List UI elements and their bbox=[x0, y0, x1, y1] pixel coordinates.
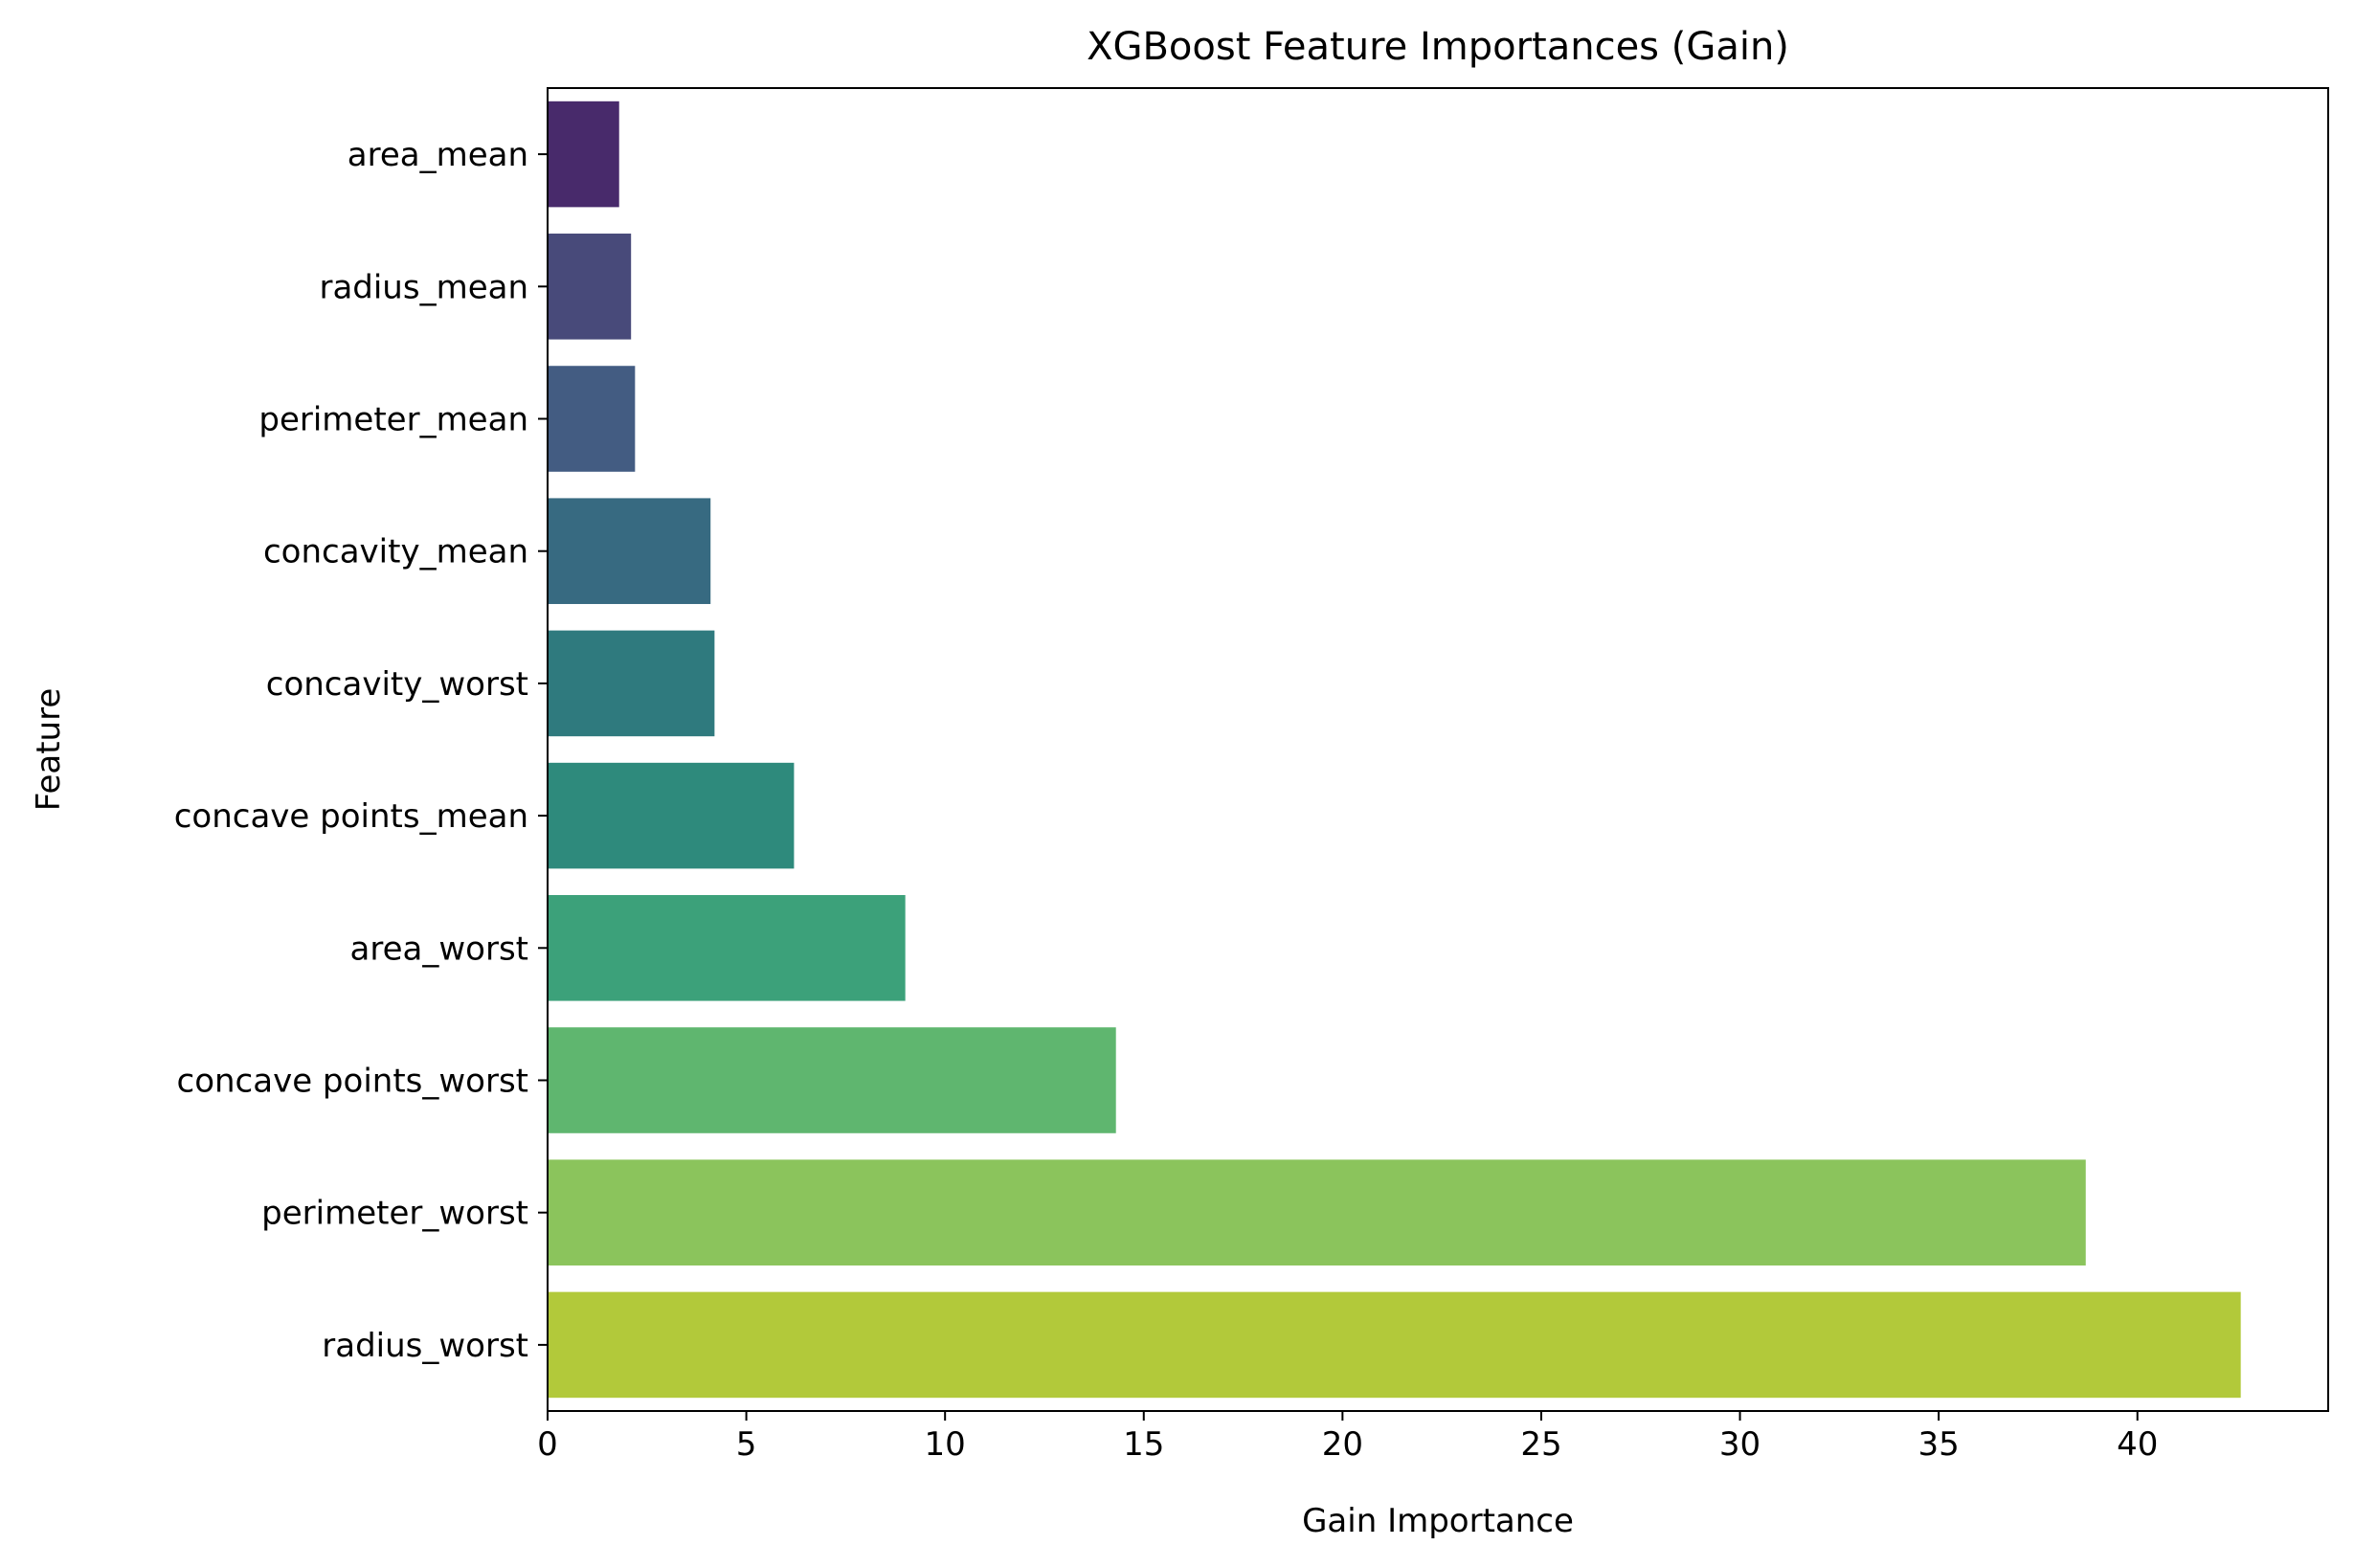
bar-concave-points-mean bbox=[548, 762, 795, 869]
bar-area-mean bbox=[548, 101, 619, 208]
plot-frame bbox=[547, 87, 2329, 1412]
bar-concave-points-worst bbox=[548, 1027, 1116, 1133]
bar-perimeter-worst bbox=[548, 1159, 2086, 1266]
x-tick-label: 5 bbox=[736, 1425, 757, 1464]
x-tick-label: 0 bbox=[537, 1425, 558, 1464]
x-tick-label: 40 bbox=[2117, 1425, 2158, 1464]
bar-area-worst bbox=[548, 895, 906, 1001]
bar-concavity-worst bbox=[548, 630, 715, 737]
y-tick-label: area_mean bbox=[348, 136, 528, 174]
y-tick-label: concavity_mean bbox=[263, 533, 528, 571]
x-tick-label: 35 bbox=[1918, 1425, 1959, 1464]
y-tick-label: area_worst bbox=[350, 930, 528, 968]
y-axis-label: Feature bbox=[30, 688, 68, 811]
chart-title: XGBoost Feature Importances (Gain) bbox=[1087, 25, 1789, 69]
x-axis-label: Gain Importance bbox=[1302, 1502, 1574, 1540]
x-tick-label: 10 bbox=[925, 1425, 966, 1464]
y-tick-label: radius_mean bbox=[319, 268, 528, 306]
y-tick-label: concave points_worst bbox=[177, 1063, 528, 1101]
x-tick-label: 15 bbox=[1123, 1425, 1164, 1464]
y-tick-label: radius_worst bbox=[322, 1327, 528, 1365]
x-tick-label: 20 bbox=[1322, 1425, 1363, 1464]
bars-group bbox=[548, 101, 2241, 1399]
x-tick-label: 30 bbox=[1719, 1425, 1761, 1464]
y-tick-label: perimeter_mean bbox=[258, 401, 528, 439]
x-tick-label: 25 bbox=[1520, 1425, 1561, 1464]
y-tick-label: perimeter_worst bbox=[261, 1195, 528, 1233]
x-tick-group: 0 5 10 15 20 25 30 35 40 bbox=[537, 1411, 2158, 1464]
y-tick-label: concave points_mean bbox=[174, 797, 528, 836]
bar-perimeter-mean bbox=[548, 366, 636, 472]
bar-radius-worst bbox=[548, 1291, 2241, 1399]
bar-concavity-mean bbox=[548, 498, 711, 604]
y-tick-label: concavity_worst bbox=[266, 665, 528, 704]
bar-radius-mean bbox=[548, 234, 632, 340]
y-tick-group: area_mean radius_mean perimeter_meanconcav… bbox=[174, 136, 548, 1365]
